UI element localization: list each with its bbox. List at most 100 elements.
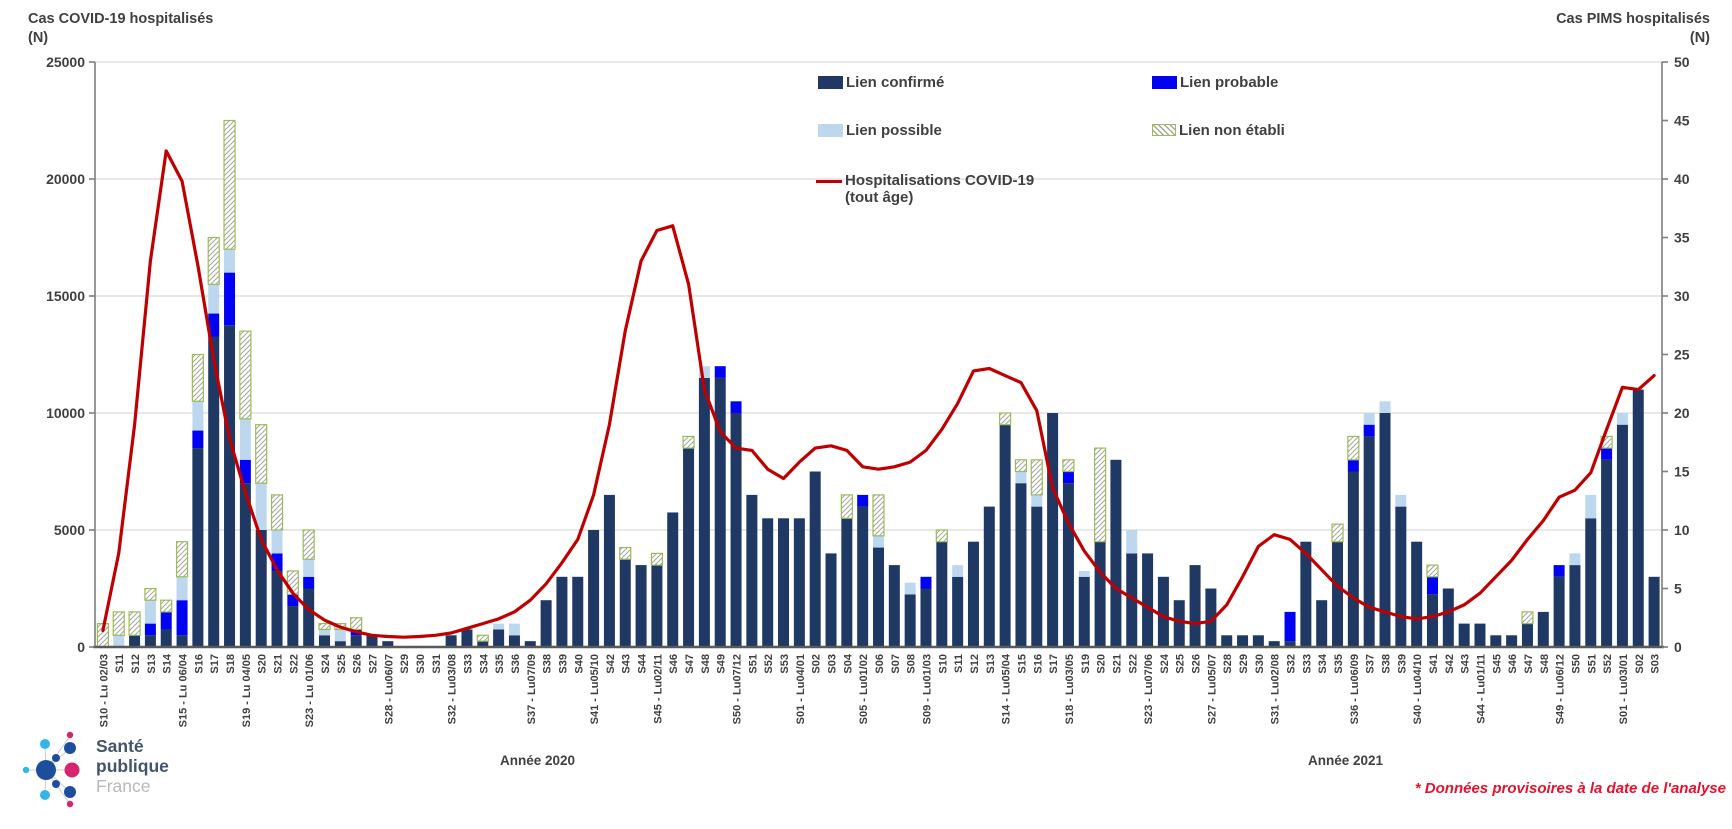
svg-text:S01 - Lu04/01: S01 - Lu04/01 [795,654,807,724]
svg-text:S19: S19 [1080,654,1092,674]
svg-text:S32: S32 [1286,654,1298,674]
bar-S28 - Lu06/07 [382,641,394,647]
bar-S51 [746,494,758,647]
provisional-data-footnote: * Données provisoires à la date de l'ana… [1414,780,1726,797]
logo-line3: France [96,776,151,796]
svg-text:S34: S34 [1317,653,1329,673]
bar-S36 [508,623,520,647]
legend-item-possible: Lien possible [818,122,942,139]
svg-text:S02: S02 [1634,654,1646,674]
bar-S23 - Lu 01/06 [302,529,315,647]
svg-text:S24: S24 [1159,653,1171,673]
svg-text:S44 - Lu01/11: S44 - Lu01/11 [1475,654,1487,724]
svg-text:S33: S33 [1301,654,1313,674]
svg-text:S47: S47 [1523,654,1535,674]
bar-S50 - Lu07/12 [730,401,742,647]
red-line-swatch-icon [816,180,842,184]
svg-text:S43: S43 [621,654,633,674]
svg-text:S09 - Lu01/03: S09 - Lu01/03 [921,654,933,724]
svg-text:5: 5 [1674,581,1682,597]
bar-S09 - Lu01/03 [920,576,932,647]
not-established-swatch-icon [1152,124,1176,136]
svg-text:S42: S42 [1444,654,1456,674]
bar-S37 [1363,413,1375,647]
svg-text:15: 15 [1674,464,1690,480]
legend-label: Lien possible [846,122,942,139]
svg-text:S51: S51 [747,654,759,674]
bar-S38 [1379,401,1391,647]
svg-text:S14: S14 [162,653,174,673]
bar-S40 [572,576,584,647]
bar-S38 [540,600,552,647]
svg-text:10: 10 [1674,522,1690,538]
bar-S29 [1237,635,1249,647]
axes: 0 5000 10000 15000 20000 25000 0 5 10 15 20 25 30 35 4… [46,54,1690,655]
bar-S26 [1189,565,1201,647]
svg-text:S11: S11 [953,654,965,673]
svg-text:S42: S42 [605,654,617,674]
svg-text:S44: S44 [637,653,649,673]
svg-text:S40 - Lu04/10: S40 - Lu04/10 [1412,654,1424,724]
bar-S32 [1284,611,1296,647]
year-2020-label: Année 2020 [500,753,576,768]
bar-S33 [461,629,473,647]
svg-text:S32 - Lu03/08: S32 - Lu03/08 [447,654,459,724]
svg-text:S30: S30 [415,654,427,674]
svg-text:S46: S46 [1507,654,1519,674]
svg-text:S28: S28 [1222,654,1234,674]
bar-S18 - Lu03/05 [1062,459,1075,647]
svg-text:S41: S41 [1428,654,1440,674]
svg-text:S22: S22 [288,654,300,674]
svg-text:S24: S24 [320,653,332,673]
svg-text:S11: S11 [114,654,126,673]
svg-text:S37: S37 [1365,654,1377,674]
bar-S24 [318,622,331,647]
bar-S14 [160,599,173,647]
logo-text: Santé publique France [96,736,169,796]
bar-S43 [619,546,632,647]
bar-S05 - Lu01/02 [857,494,869,647]
bar-S50 [1569,553,1581,647]
svg-text:S50 - Lu07/12: S50 - Lu07/12 [732,654,744,724]
bar-S01 - Lu03/01 [1616,413,1628,647]
svg-text:S37 - Lu07/09: S37 - Lu07/09 [526,654,538,724]
bar-S20 [255,424,268,647]
svg-text:20000: 20000 [46,171,85,187]
legend-item-not-established: Lien non établi [1152,122,1285,139]
svg-text:S36 - Lu06/09: S36 - Lu06/09 [1349,654,1361,724]
bar-S46 [667,512,679,647]
svg-text:S48: S48 [1539,654,1551,674]
bar-S12 [128,611,141,647]
svg-text:25: 25 [1674,347,1690,363]
bar-S17 [207,236,220,647]
svg-text:S35: S35 [1333,654,1345,674]
svg-text:0: 0 [1674,639,1682,655]
bar-S35 [1331,523,1344,647]
left-axis-title: Cas COVID-19 hospitalisés (N) [28,11,214,46]
svg-text:S21: S21 [273,654,285,674]
svg-text:S16: S16 [1032,654,1044,674]
svg-text:S18: S18 [225,654,237,674]
svg-text:S49: S49 [716,654,728,674]
svg-text:0: 0 [77,639,85,655]
svg-text:S20: S20 [257,654,269,674]
bar-S25 [1173,600,1185,647]
bar-S06 [872,494,885,647]
svg-text:40: 40 [1674,171,1690,187]
covid-hospitalisations-line [101,149,1656,639]
svg-text:S13: S13 [985,654,997,674]
bar-S22 [286,570,299,647]
bar-S49 - Lu06/12 [1553,565,1565,647]
svg-text:S31: S31 [431,654,443,674]
svg-text:S46: S46 [668,654,680,674]
svg-text:S45 - Lu02/11: S45 - Lu02/11 [652,654,664,724]
legend-item-probable: Lien probable [1152,74,1278,91]
bar-S19 [1078,570,1090,647]
bar-S41 [1426,564,1439,647]
bar-S24 [1157,576,1169,647]
svg-text:S45: S45 [1491,654,1503,674]
bar-S43 [1458,623,1470,647]
svg-text:S15: S15 [1016,654,1028,674]
bar-S42 [1442,588,1454,647]
svg-text:50: 50 [1674,54,1690,70]
